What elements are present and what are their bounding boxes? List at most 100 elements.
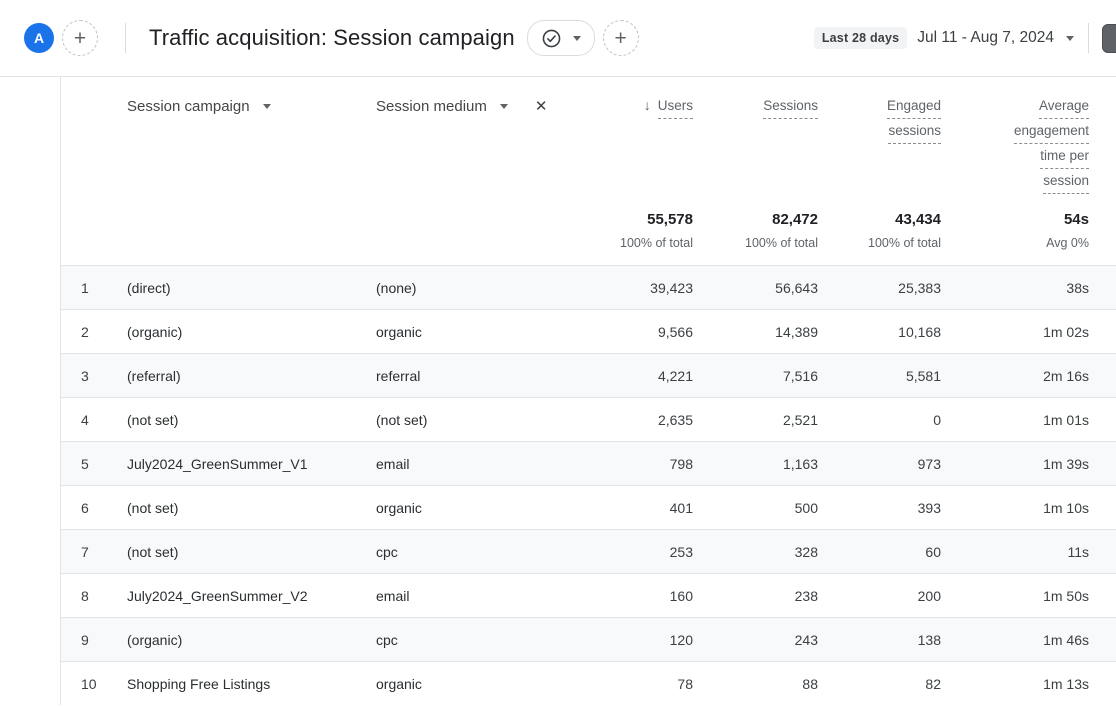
cell-avg-engagement-time: 1m 50s bbox=[1043, 587, 1089, 604]
cell-sessions: 238 bbox=[794, 587, 818, 604]
chevron-down-icon bbox=[1066, 35, 1074, 41]
appbar-right-group: Last 28 days Jul 11 - Aug 7, 2024 bbox=[813, 23, 1116, 53]
total-users: 55,578 100% of total bbox=[620, 211, 693, 250]
cell-sessions: 88 bbox=[802, 675, 818, 692]
cell-engaged-sessions: 60 bbox=[925, 543, 941, 560]
cell-sessions: 56,643 bbox=[775, 279, 818, 296]
plus-icon: + bbox=[73, 26, 87, 50]
row-index: 9 bbox=[81, 631, 89, 648]
cell-sessions: 1,163 bbox=[782, 455, 818, 472]
dimension-picker-session-medium[interactable]: Session medium ✕ bbox=[376, 77, 589, 115]
row-index: 3 bbox=[81, 367, 89, 384]
dimension-picker-session-campaign[interactable]: Session campaign bbox=[127, 77, 376, 115]
cell-users: 9,566 bbox=[657, 323, 693, 340]
cell-session-campaign: July2024_GreenSummer_V1 bbox=[127, 455, 308, 472]
column-header-engaged-sessions[interactable]: Engaged sessions bbox=[818, 77, 941, 144]
cell-session-campaign: (organic) bbox=[127, 631, 183, 648]
cell-session-medium: (none) bbox=[376, 279, 417, 296]
plus-icon: + bbox=[614, 26, 627, 50]
cell-avg-engagement-time: 11s bbox=[1067, 543, 1089, 560]
cell-engaged-sessions: 393 bbox=[917, 499, 941, 516]
add-comparison-button[interactable]: + bbox=[62, 20, 98, 56]
cell-users: 253 bbox=[669, 543, 693, 560]
table-row: 5 July2024_GreenSummer_V1 email 798 1,16… bbox=[61, 441, 1116, 485]
row-index: 4 bbox=[81, 411, 89, 428]
cell-avg-engagement-time: 1m 46s bbox=[1043, 631, 1089, 648]
cell-users: 798 bbox=[669, 455, 693, 472]
chevron-down-icon bbox=[572, 35, 581, 41]
cell-engaged-sessions: 82 bbox=[925, 675, 941, 692]
table-row: 9 (organic) cpc 120 243 138 1m 46s bbox=[61, 617, 1116, 661]
cell-avg-engagement-time: 2m 16s bbox=[1043, 367, 1089, 384]
cell-session-campaign: July2024_GreenSummer_V2 bbox=[127, 587, 308, 604]
cell-avg-engagement-time: 1m 10s bbox=[1043, 499, 1089, 516]
traffic-acquisition-table: Session campaign Session medium ✕ ↓ Users… bbox=[60, 77, 1116, 705]
check-circle-icon bbox=[542, 29, 561, 47]
cell-sessions: 500 bbox=[794, 499, 818, 516]
table-row: 4 (not set) (not set) 2,635 2,521 0 1m 0… bbox=[61, 397, 1116, 441]
cell-sessions: 7,516 bbox=[782, 367, 818, 384]
cell-session-medium: (not set) bbox=[376, 411, 428, 428]
cell-users: 4,221 bbox=[657, 367, 693, 384]
divider bbox=[1088, 23, 1089, 53]
table-body: 1 (direct) (none) 39,423 56,643 25,383 3… bbox=[61, 265, 1116, 705]
cell-session-campaign: Shopping Free Listings bbox=[127, 675, 271, 692]
app-bar: A + Traffic acquisition: Session campaig… bbox=[0, 0, 1116, 77]
date-range-label: Jul 11 - Aug 7, 2024 bbox=[917, 29, 1054, 46]
cell-sessions: 243 bbox=[794, 631, 818, 648]
cell-users: 2,635 bbox=[657, 411, 693, 428]
table-header-row: Session campaign Session medium ✕ ↓ Users… bbox=[61, 77, 1116, 199]
remove-dimension-icon[interactable]: ✕ bbox=[534, 98, 548, 115]
cell-session-medium: email bbox=[376, 587, 410, 604]
cell-sessions: 14,389 bbox=[775, 323, 818, 340]
date-preset-badge: Last 28 days bbox=[813, 27, 908, 49]
chevron-down-icon bbox=[262, 104, 271, 109]
column-header-sessions[interactable]: Sessions bbox=[693, 77, 818, 119]
cell-engaged-sessions: 25,383 bbox=[898, 279, 941, 296]
table-row: 2 (organic) organic 9,566 14,389 10,168 … bbox=[61, 309, 1116, 353]
table-row: 10 Shopping Free Listings organic 78 88 … bbox=[61, 661, 1116, 705]
sort-descending-icon: ↓ bbox=[643, 97, 651, 113]
cell-avg-engagement-time: 38s bbox=[1066, 279, 1089, 296]
column-header-avg-engagement-time[interactable]: Average engagement time per session bbox=[941, 77, 1116, 194]
total-avg-engagement-time: 54s Avg 0% bbox=[1046, 211, 1089, 250]
cell-session-campaign: (not set) bbox=[127, 543, 179, 560]
column-header-users[interactable]: ↓ Users bbox=[589, 77, 693, 119]
cell-users: 160 bbox=[669, 587, 693, 604]
row-index: 8 bbox=[81, 587, 89, 604]
table-row: 7 (not set) cpc 253 328 60 11s bbox=[61, 529, 1116, 573]
cell-session-campaign: (referral) bbox=[127, 367, 181, 384]
dimension-label: Session campaign bbox=[127, 98, 250, 115]
cell-session-medium: organic bbox=[376, 675, 422, 692]
cell-engaged-sessions: 973 bbox=[917, 455, 941, 472]
dimension-label: Session medium bbox=[376, 98, 487, 115]
total-sessions: 82,472 100% of total bbox=[745, 211, 818, 250]
cell-session-medium: cpc bbox=[376, 631, 398, 648]
cell-session-campaign: (direct) bbox=[127, 279, 171, 296]
cell-avg-engagement-time: 1m 13s bbox=[1043, 675, 1089, 692]
comparison-avatar[interactable]: A bbox=[24, 23, 54, 53]
cell-avg-engagement-time: 1m 39s bbox=[1043, 455, 1089, 472]
cell-users: 401 bbox=[669, 499, 693, 516]
cell-users: 39,423 bbox=[650, 279, 693, 296]
divider bbox=[125, 23, 126, 53]
date-range-picker[interactable]: Last 28 days Jul 11 - Aug 7, 2024 bbox=[813, 27, 1074, 49]
cell-engaged-sessions: 200 bbox=[917, 587, 941, 604]
table-row: 3 (referral) referral 4,221 7,516 5,581 … bbox=[61, 353, 1116, 397]
report-status-menu[interactable] bbox=[526, 20, 595, 56]
totals-row: 55,578 100% of total 82,472 100% of tota… bbox=[61, 199, 1116, 265]
chevron-down-icon bbox=[499, 104, 508, 109]
cell-avg-engagement-time: 1m 02s bbox=[1043, 323, 1089, 340]
add-report-tab-button[interactable]: + bbox=[602, 20, 639, 56]
cell-sessions: 328 bbox=[794, 543, 818, 560]
right-panel-toggle-button[interactable] bbox=[1102, 23, 1116, 53]
cell-users: 120 bbox=[669, 631, 693, 648]
cell-session-medium: referral bbox=[376, 367, 421, 384]
row-index: 2 bbox=[81, 323, 89, 340]
cell-sessions: 2,521 bbox=[782, 411, 818, 428]
table-row: 1 (direct) (none) 39,423 56,643 25,383 3… bbox=[61, 265, 1116, 309]
cell-engaged-sessions: 0 bbox=[933, 411, 941, 428]
avatar-letter: A bbox=[33, 30, 45, 46]
cell-session-medium: organic bbox=[376, 499, 422, 516]
cell-avg-engagement-time: 1m 01s bbox=[1043, 411, 1089, 428]
